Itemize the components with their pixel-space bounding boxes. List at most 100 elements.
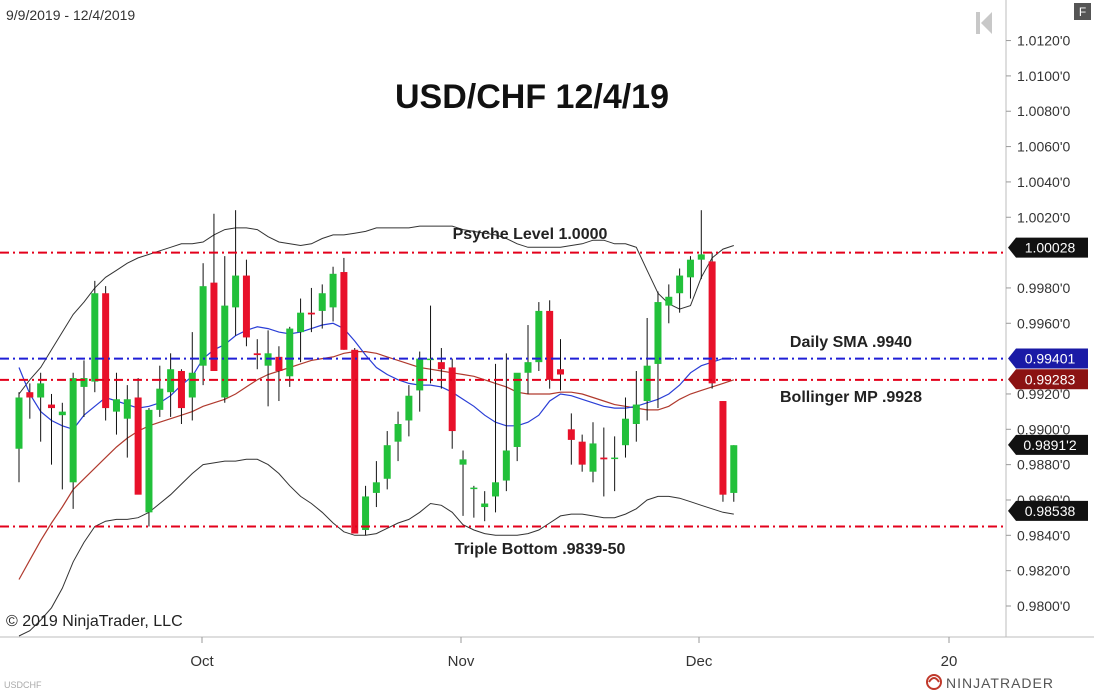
candle — [91, 280, 99, 393]
candle-body — [589, 443, 597, 472]
candle-body — [156, 388, 164, 410]
candle — [167, 353, 175, 417]
y-tick-label: 1.0040'0 — [1017, 174, 1070, 190]
y-tick-label: 0.9880'0 — [1017, 457, 1070, 473]
candle-body — [134, 397, 142, 495]
y-tick-label: 0.9980'0 — [1017, 280, 1070, 296]
candle — [524, 325, 532, 394]
candle — [307, 287, 315, 333]
symbol-label: USDCHF — [4, 680, 42, 690]
candle-body — [15, 397, 23, 449]
candle — [632, 370, 640, 442]
candle-body — [102, 293, 110, 409]
y-tick-label: 0.9900'0 — [1017, 421, 1070, 437]
candle-body — [297, 312, 305, 333]
candle-body — [600, 457, 608, 460]
x-tick-label: 20 — [941, 653, 958, 670]
candle-body — [167, 369, 175, 393]
candle-body — [535, 310, 543, 363]
candle-body — [318, 293, 326, 311]
candle — [697, 210, 705, 280]
candle — [567, 413, 575, 465]
price-tag-box — [1008, 237, 1088, 258]
candle — [383, 431, 391, 490]
candle — [578, 434, 586, 472]
price-axis: 1.0120'0 1.0100'0 1.0080'0 1.0060'0 1.0040'0… — [1006, 33, 1088, 614]
candle-body — [459, 459, 467, 465]
price-tag: 0.98538 — [1008, 500, 1088, 521]
candle-body — [730, 445, 738, 493]
candle — [123, 385, 131, 458]
candle-body — [708, 261, 716, 384]
f-button[interactable]: F — [1074, 3, 1091, 20]
candle — [481, 491, 489, 522]
candle-body — [188, 372, 196, 398]
candle — [654, 291, 662, 409]
y-tick-label: 0.9800'0 — [1017, 598, 1070, 614]
candle — [340, 257, 348, 350]
candle-body — [275, 356, 283, 371]
candle — [47, 393, 55, 465]
candle-body — [69, 378, 77, 483]
skip-back-icon[interactable] — [976, 12, 992, 34]
candle — [600, 427, 608, 497]
candle-body — [665, 296, 673, 306]
candle-body — [232, 275, 240, 308]
candle — [221, 256, 229, 403]
price-tag: 1.00028 — [1008, 237, 1088, 258]
price-tag-label: 0.99283 — [1025, 371, 1076, 387]
candle-body — [362, 496, 370, 531]
brand-wordmark: NINJATRADER — [946, 675, 1054, 691]
candle — [242, 259, 250, 347]
y-tick-label: 1.0080'0 — [1017, 103, 1070, 119]
y-tick-label: 1.0060'0 — [1017, 139, 1070, 155]
x-tick-label: Oct — [190, 653, 214, 670]
candle-body — [643, 365, 651, 402]
candle — [611, 436, 619, 492]
price-tag: 0.9891'2 — [1008, 434, 1088, 455]
candle — [275, 346, 283, 402]
candle-body — [470, 487, 478, 490]
candle-body — [416, 358, 424, 391]
candlesticks — [15, 210, 738, 536]
candle — [643, 317, 651, 421]
candle — [362, 485, 370, 536]
candle — [15, 392, 23, 483]
level-label-sma: Daily SMA .9940 — [790, 334, 912, 351]
candle-body — [123, 399, 131, 419]
x-tick-label: Dec — [686, 653, 713, 670]
candle-body — [513, 372, 521, 447]
candle — [134, 378, 142, 495]
price-tag: 0.99401 — [1008, 348, 1088, 369]
ninjatrader-logo-icon — [926, 674, 942, 690]
candle-body — [719, 401, 727, 495]
candle-body — [286, 328, 294, 377]
y-tick-label: 0.9920'0 — [1017, 386, 1070, 402]
candle — [730, 445, 738, 502]
candle — [232, 210, 240, 336]
candle-body — [177, 370, 185, 409]
price-tag-box — [1008, 434, 1088, 455]
candle-body — [567, 429, 575, 440]
candle — [372, 461, 380, 508]
candle-body — [307, 312, 315, 315]
price-tag: 0.99283 — [1008, 369, 1088, 390]
candle-body — [253, 353, 261, 356]
candle — [264, 330, 272, 407]
candle — [199, 263, 207, 386]
candle-body — [372, 482, 380, 493]
candle-body — [26, 392, 34, 398]
candle-body — [481, 503, 489, 508]
candle-body — [437, 362, 445, 370]
candle — [177, 369, 185, 424]
candle — [437, 348, 445, 389]
candle — [318, 284, 326, 329]
candle-body — [621, 418, 629, 446]
candle — [156, 365, 164, 417]
candle — [145, 408, 153, 527]
candle-body — [58, 411, 66, 416]
candle-body — [383, 445, 391, 479]
date-range-label: 9/9/2019 - 12/4/2019 — [6, 7, 135, 23]
chart-grid: Oct Nov Dec 20 — [0, 0, 1094, 670]
candle — [253, 339, 261, 370]
